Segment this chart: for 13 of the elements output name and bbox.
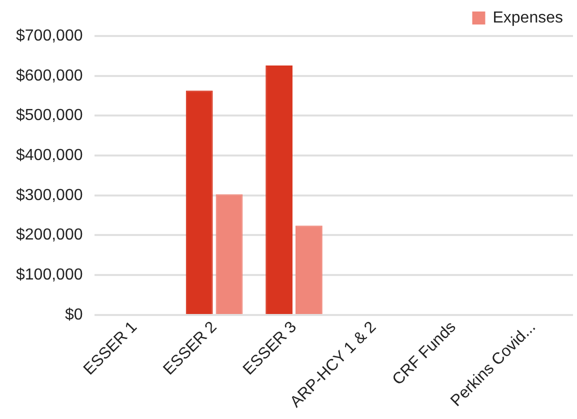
y-tick-label: $700,000 — [16, 27, 83, 44]
bar — [296, 226, 322, 314]
legend-label: Expenses — [492, 9, 563, 26]
bar — [266, 65, 293, 314]
y-tick-label: $600,000 — [16, 67, 83, 84]
y-tick-label: $0 — [64, 306, 83, 324]
y-tick-label: $200,000 — [16, 226, 83, 244]
bar — [186, 90, 213, 314]
y-tick-label: $400,000 — [16, 146, 83, 164]
y-tick-label: $300,000 — [16, 186, 83, 204]
y-tick-label: $500,000 — [16, 107, 83, 124]
bar — [216, 194, 243, 314]
y-tick-label: $100,000 — [16, 266, 83, 284]
